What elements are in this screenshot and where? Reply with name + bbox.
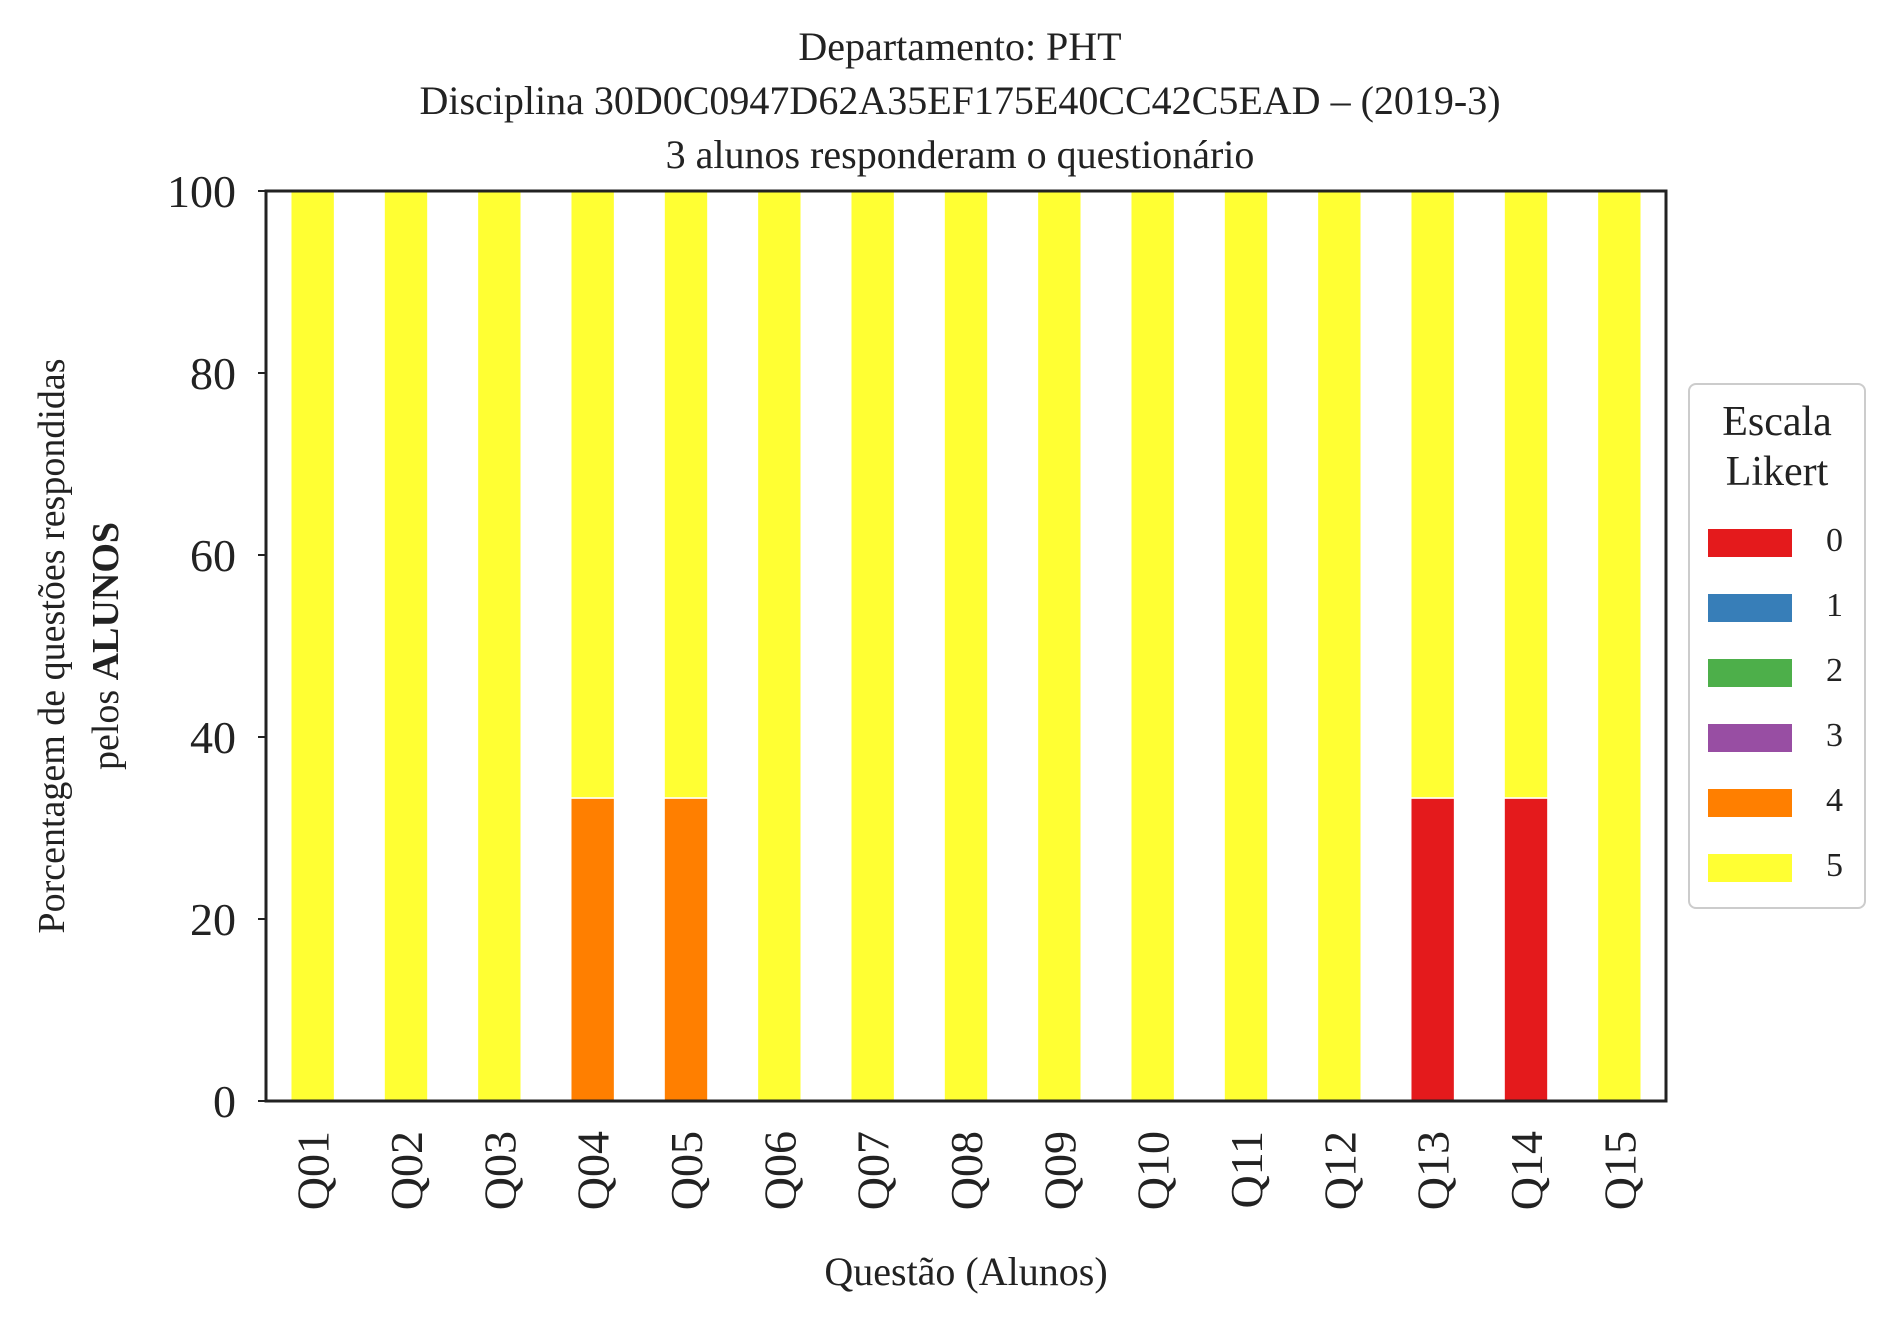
y-axis-label-second: pelos ALUNOS [85, 522, 127, 770]
x-tick-label: Q15 [1594, 1131, 1645, 1210]
legend-item-0: 0 [1708, 522, 1858, 559]
plot-frame [264, 189, 1668, 1103]
y-axis-label-bold: ALUNOS [85, 522, 127, 680]
bar-q10-likert-5 [1129, 190, 1176, 1102]
x-tick-label: Q08 [941, 1131, 992, 1210]
legend-label: 1 [1826, 587, 1843, 624]
y-tick-label: 100 [167, 166, 236, 217]
x-tick-label: Q03 [474, 1131, 525, 1210]
legend-swatch [1708, 659, 1792, 687]
x-tick-label: Q14 [1501, 1131, 1552, 1210]
chart-title-line-3: 3 alunos responderam o questionário [665, 132, 1255, 177]
bar-q06-likert-5 [756, 190, 803, 1102]
bar-q02-likert-5 [383, 190, 429, 1102]
legend-item-4: 4 [1708, 782, 1858, 819]
bar-q05-likert-4 [663, 797, 709, 1102]
bar-q09-likert-5 [1036, 190, 1083, 1102]
legend-title-line-1: Escala [1722, 399, 1832, 445]
y-axis-label-line1: Porcentagem de questões respondidas [31, 358, 73, 933]
legend-item-1: 1 [1708, 587, 1858, 624]
bar-q13-likert-0 [1409, 797, 1456, 1102]
bar-q05-likert-5 [663, 190, 709, 799]
chart-title-line-2: Disciplina 30D0C0947D62A35EF175E40CC42C5… [419, 78, 1501, 123]
chart-title-line-1: Departamento: PHT [798, 24, 1122, 69]
bar-q14-likert-5 [1503, 190, 1549, 799]
x-tick-label: Q10 [1128, 1131, 1179, 1210]
bar-q08-likert-5 [943, 190, 989, 1102]
legend-swatch [1708, 789, 1792, 817]
x-tick-label: Q11 [1221, 1131, 1272, 1209]
legend-label: 4 [1826, 782, 1843, 819]
x-tick-label: Q05 [661, 1131, 712, 1210]
bar-q11-likert-5 [1223, 190, 1269, 1102]
bar-q03-likert-5 [476, 190, 523, 1102]
legend-label: 5 [1826, 847, 1843, 884]
bar-q14-likert-0 [1503, 797, 1549, 1102]
legend-item-5: 5 [1708, 847, 1858, 884]
legend-title-line-2: Likert [1725, 449, 1829, 495]
legend-swatch [1708, 854, 1792, 882]
x-tick-label: Q13 [1408, 1131, 1459, 1210]
legend-label: 2 [1826, 652, 1843, 689]
y-tick-label: 20 [190, 894, 236, 945]
legend-swatch [1708, 529, 1792, 557]
y-axis-label-line2: pelos ALUNOS [85, 522, 127, 770]
y-tick-label: 40 [190, 712, 236, 763]
bar-q01-likert-5 [289, 190, 336, 1102]
y-tick-label: 60 [190, 530, 236, 581]
legend-item-3: 3 [1708, 717, 1858, 754]
legend-swatch [1708, 724, 1792, 752]
bars-group [289, 190, 1643, 1102]
x-tick-label: Q01 [288, 1131, 339, 1210]
x-axis-ticks: Q01 Q02 Q03 Q04 Q05 Q06 Q07 Q08 Q09 Q10 Q11 Q12 Q13 Q… [288, 1131, 1646, 1210]
legend-item-2: 2 [1708, 652, 1858, 689]
x-tick-label: Q07 [848, 1131, 899, 1210]
bar-q07-likert-5 [849, 190, 896, 1102]
legend: Escala Likert 0 1 2 3 4 5 [1688, 383, 1866, 909]
y-axis-ticks: 0 20 40 60 80 100 [167, 166, 266, 1127]
bar-q04-likert-5 [569, 190, 616, 799]
x-tick-label: Q12 [1314, 1131, 1365, 1210]
x-tick-label: Q06 [754, 1131, 805, 1210]
legend-label: 3 [1826, 717, 1843, 754]
x-axis-label: Questão (Alunos) [824, 1249, 1107, 1294]
bar-q13-likert-5 [1409, 190, 1456, 799]
y-axis-label: Porcentagem de questões respondidas [31, 358, 73, 933]
x-tick-label: Q09 [1034, 1131, 1085, 1210]
legend-swatch [1708, 594, 1792, 622]
x-tick-label: Q02 [381, 1131, 432, 1210]
bar-q15-likert-5 [1596, 190, 1643, 1102]
y-axis-label-prefix: pelos [85, 680, 127, 770]
x-tick-label: Q04 [568, 1131, 619, 1210]
legend-label: 0 [1826, 522, 1843, 559]
bar-q04-likert-4 [569, 797, 616, 1102]
y-tick-label: 80 [190, 348, 236, 399]
y-tick-label: 0 [213, 1076, 236, 1127]
bar-q12-likert-5 [1316, 190, 1363, 1102]
